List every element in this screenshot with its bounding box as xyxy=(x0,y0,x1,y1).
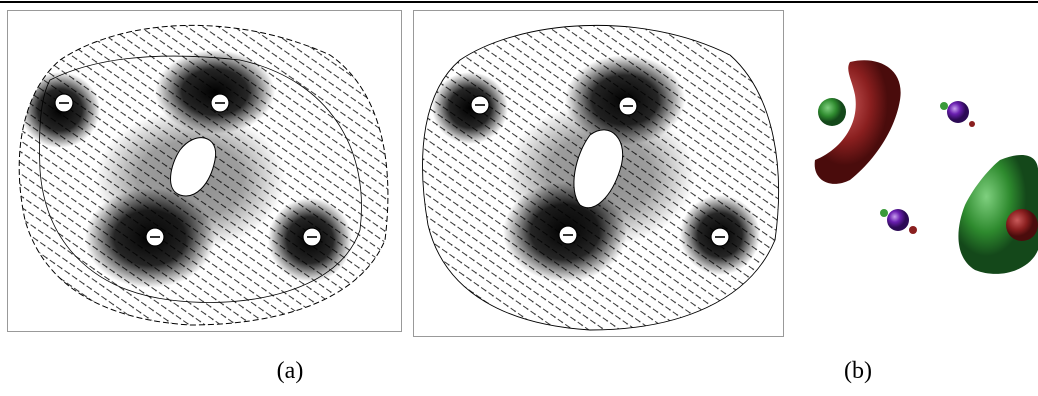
panel-field-2 xyxy=(413,10,784,337)
caption-b: (b) xyxy=(844,358,872,384)
panel-field-1 xyxy=(7,10,402,332)
isosurface-render xyxy=(815,60,1038,274)
figure: (a) (b) xyxy=(0,0,1038,396)
caption-a: (a) xyxy=(277,358,304,384)
